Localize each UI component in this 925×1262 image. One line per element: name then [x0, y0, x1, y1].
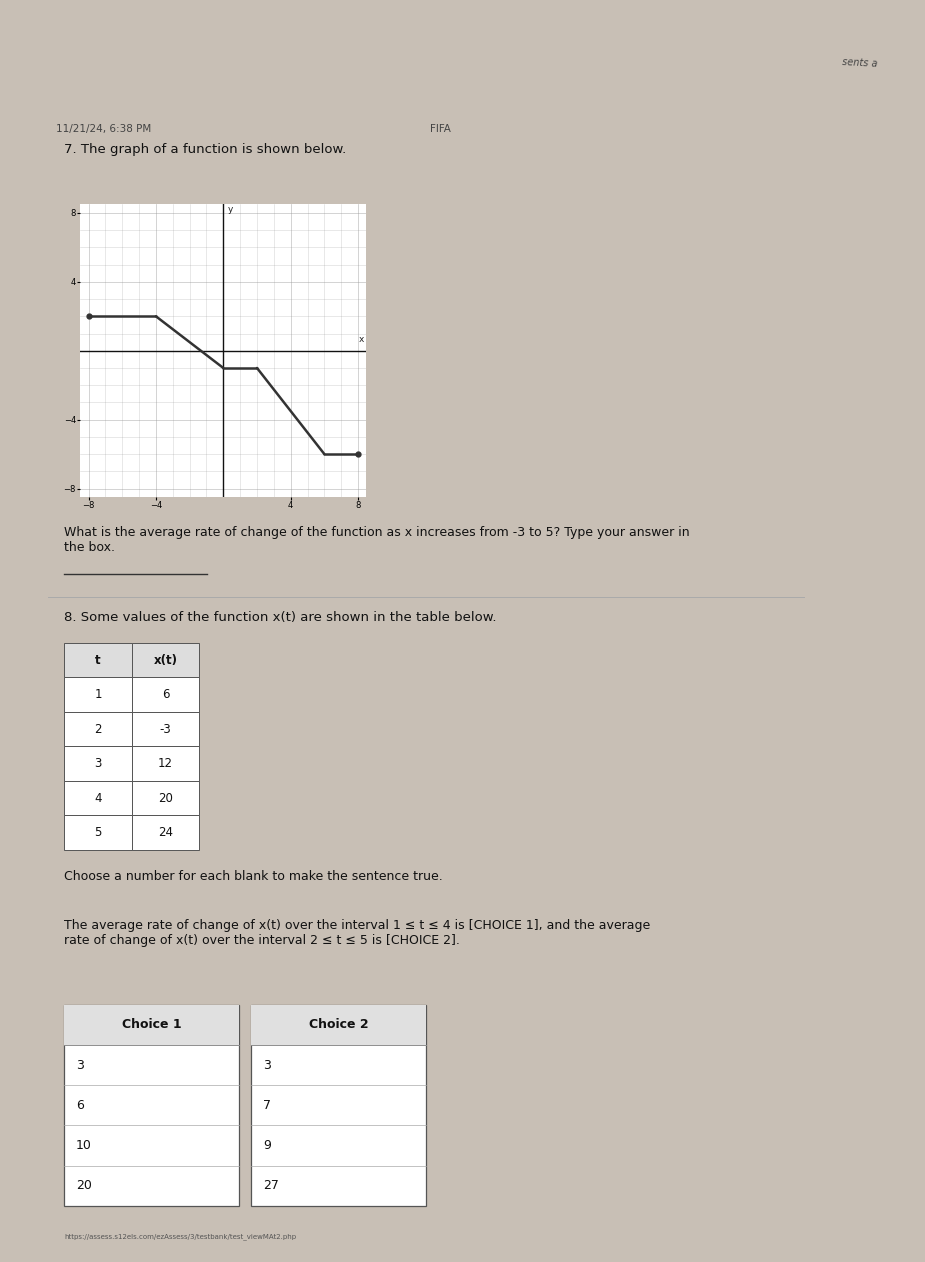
Text: y: y	[228, 204, 233, 215]
Text: 2: 2	[94, 723, 102, 736]
Text: t: t	[95, 654, 101, 666]
Bar	[252, 1005, 426, 1205]
Text: The average rate of change of x(t) over the interval 1 ≤ t ≤ 4 is [CHOICE 1], an: The average rate of change of x(t) over …	[64, 919, 650, 946]
Bar	[64, 815, 132, 849]
Text: 10: 10	[76, 1138, 92, 1152]
Text: -3: -3	[160, 723, 171, 736]
Text: 8. Some values of the function x(t) are shown in the table below.: 8. Some values of the function x(t) are …	[64, 611, 497, 623]
Text: What is the average rate of change of the function as x increases from -3 to 5? : What is the average rate of change of th…	[64, 526, 690, 554]
Text: Choice 1: Choice 1	[122, 1018, 181, 1031]
Bar	[132, 644, 200, 678]
Text: x: x	[359, 334, 364, 343]
Text: 5: 5	[94, 827, 102, 839]
Bar	[132, 746, 200, 781]
Bar	[64, 1005, 240, 1205]
Text: Choice 2: Choice 2	[309, 1018, 368, 1031]
Text: 20: 20	[76, 1179, 92, 1193]
Text: Choose a number for each blank to make the sentence true.: Choose a number for each blank to make t…	[64, 871, 443, 883]
Text: 11/21/24, 6:38 PM: 11/21/24, 6:38 PM	[56, 124, 152, 134]
Bar	[64, 1005, 240, 1045]
Text: 20: 20	[158, 791, 173, 805]
Text: 24: 24	[158, 827, 173, 839]
Bar	[132, 678, 200, 712]
Text: 3: 3	[76, 1059, 84, 1071]
Bar	[252, 1005, 426, 1045]
Text: 3: 3	[263, 1059, 271, 1071]
Text: sents a: sents a	[843, 57, 878, 68]
Text: 27: 27	[263, 1179, 279, 1193]
Text: 4: 4	[94, 791, 102, 805]
Text: 6: 6	[162, 688, 169, 702]
Bar	[132, 712, 200, 746]
Text: 3: 3	[94, 757, 102, 770]
Text: x(t): x(t)	[154, 654, 178, 666]
Bar	[132, 815, 200, 849]
Bar	[64, 712, 132, 746]
Text: FIFA: FIFA	[430, 124, 451, 134]
Bar	[64, 644, 132, 678]
Text: 1: 1	[94, 688, 102, 702]
Bar	[64, 746, 132, 781]
Bar	[132, 781, 200, 815]
Text: https://assess.s12els.com/ezAssess/3/testbank/test_viewMAt2.php: https://assess.s12els.com/ezAssess/3/tes…	[64, 1233, 296, 1241]
Bar	[64, 781, 132, 815]
Bar	[64, 678, 132, 712]
Text: 9: 9	[263, 1138, 271, 1152]
Text: 7. The graph of a function is shown below.: 7. The graph of a function is shown belo…	[64, 144, 347, 156]
Text: 7: 7	[263, 1099, 271, 1112]
Text: 6: 6	[76, 1099, 84, 1112]
Text: 12: 12	[158, 757, 173, 770]
